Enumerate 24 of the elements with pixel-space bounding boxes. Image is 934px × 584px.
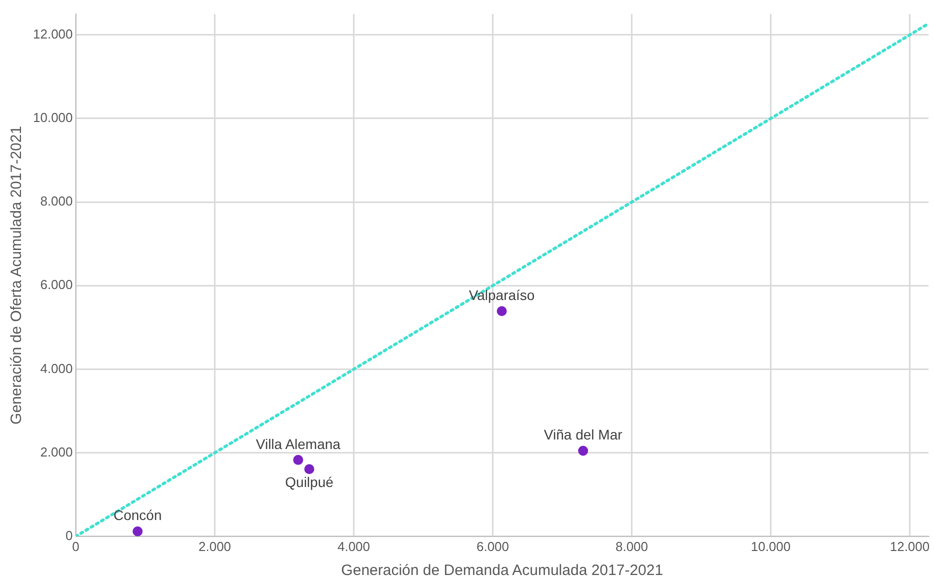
y-tick-label: 4.000: [40, 360, 73, 376]
x-axis-title: Generación de Demanda Acumulada 2017-2021: [341, 562, 664, 580]
y-axis-title: Generación de Oferta Acumulada 2017-2021: [8, 126, 26, 424]
annotation: Quilpué: [285, 474, 334, 490]
x-tick-label: 6.000: [476, 538, 510, 554]
x-tick-label: 4.000: [337, 538, 370, 554]
point: [304, 464, 314, 474]
y-tick-label: 10.000: [32, 110, 73, 126]
x-tick-label: 10.000: [750, 538, 791, 554]
annotation: Concón: [113, 507, 162, 524]
annotation: Viña del Mar: [544, 426, 623, 443]
point: [496, 306, 507, 316]
y-tick-label: 0: [66, 528, 73, 543]
y-tick-label: 6.000: [40, 277, 73, 292]
y-tick-label: 2.000: [40, 444, 73, 460]
x-tick-label: 12.000: [890, 538, 930, 554]
x-tick-label: 8.000: [615, 538, 648, 554]
x-tick-label: 2.000: [198, 538, 232, 554]
annotation: Villa Alemana: [256, 436, 341, 452]
y-tick-label: 12.000: [32, 26, 73, 42]
y-tick-label: 8.000: [40, 194, 73, 209]
point: [578, 446, 588, 456]
point: [293, 454, 304, 465]
point: [132, 526, 143, 536]
